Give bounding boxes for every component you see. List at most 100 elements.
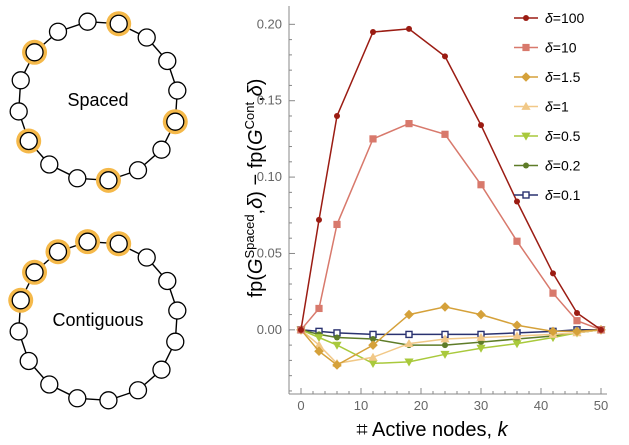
legend-item-0.5: δ=0.5: [514, 128, 581, 144]
legend-marker: [522, 43, 530, 52]
ring-node: [152, 140, 171, 159]
data-point: [476, 344, 486, 353]
legend-label: δ=1.5: [545, 69, 581, 85]
data-point: [476, 332, 486, 341]
data-point: [512, 320, 522, 331]
x-tick-label: 40: [534, 398, 548, 413]
ring-node: [9, 102, 28, 121]
data-point: [368, 352, 378, 361]
data-point: [512, 331, 522, 340]
active-node: [25, 43, 44, 62]
data-point: [404, 309, 414, 320]
legend-marker: [521, 101, 531, 110]
x-tick-label: 50: [594, 398, 608, 413]
legend-marker: [521, 132, 531, 141]
chart-axes: 0 10 20 30 40 50 0.00 0.05 0.10 0.15 0.20: [257, 6, 608, 413]
legend-marker: [521, 72, 531, 82]
active-node: [25, 263, 44, 282]
series-delta-10: [297, 120, 605, 334]
data-point: [314, 340, 324, 349]
legend-item-10: δ=10: [514, 40, 577, 56]
data-point: [332, 360, 342, 370]
legend-label: δ=1: [545, 99, 569, 115]
series-line: [300, 122, 602, 331]
ring-node: [128, 161, 148, 180]
ring-node: [137, 28, 156, 47]
legend-item-1.5: δ=1.5: [514, 69, 581, 85]
ring-node: [19, 351, 38, 371]
data-point: [332, 341, 342, 350]
active-node: [109, 14, 128, 33]
data-point: [512, 340, 522, 349]
ring-node: [9, 322, 28, 341]
data-point: [548, 326, 558, 337]
legend-label: δ=10: [545, 40, 577, 56]
series-delta-100: [298, 25, 604, 333]
data-point: [442, 53, 448, 60]
legend-label: δ=100: [545, 10, 585, 26]
data-point: [404, 358, 414, 367]
data-point: [314, 346, 324, 357]
data-point: [298, 326, 304, 333]
ring-node: [40, 375, 59, 394]
data-point: [440, 334, 450, 343]
ring-node: [166, 332, 185, 351]
data-point: [477, 181, 485, 189]
y-axis-label: fp(GSpaced,δ) − fp(GCont,δ): [242, 79, 267, 298]
active-node: [109, 234, 128, 253]
data-point: [550, 270, 556, 277]
legend-item-0.2: δ=0.2: [514, 158, 581, 174]
data-point: [333, 220, 341, 229]
legend-label: δ=0.2: [545, 158, 581, 174]
x-tick-label: 30: [474, 398, 488, 413]
y-tick-label: 0.10: [257, 169, 282, 184]
data-point: [573, 317, 581, 325]
legend-item-0.1: δ=0.1: [514, 187, 581, 203]
spaced-label: Spaced: [67, 90, 128, 110]
x-axis-label-var: k: [498, 419, 509, 441]
legend-item-100: δ=100: [514, 10, 585, 26]
active-node: [19, 131, 38, 151]
data-point: [549, 289, 557, 297]
ring-node: [68, 389, 87, 408]
data-point: [478, 122, 484, 129]
ring-node: [158, 51, 177, 71]
data-point: [442, 342, 448, 349]
data-point: [514, 198, 520, 205]
data-point: [572, 326, 582, 337]
legend: δ=100 δ=10 δ=1.5 δ=1 δ=0.5 δ=0.2 δ=0.1: [514, 10, 585, 203]
legend-label: δ=0.1: [545, 187, 581, 203]
ring-node: [40, 155, 59, 174]
active-node: [48, 242, 68, 261]
contiguous-ring-diagram: [8, 229, 187, 410]
active-node: [11, 291, 30, 310]
data-point: [314, 334, 324, 343]
data-point: [440, 302, 450, 312]
data-point: [406, 25, 412, 32]
ring-node: [137, 248, 156, 267]
y-tick-label: 0.20: [257, 16, 282, 31]
spaced-ring-diagram: [9, 11, 188, 193]
ring-node: [158, 271, 177, 291]
legend-marker: [522, 191, 530, 199]
data-point: [315, 304, 323, 313]
x-tick-label: 0: [297, 398, 304, 413]
data-point: [574, 310, 580, 317]
active-node: [166, 112, 185, 131]
legend-item-1: δ=1: [514, 99, 569, 115]
ring-node: [168, 301, 187, 320]
ring-node: [128, 381, 148, 400]
data-point: [513, 237, 521, 245]
data-point: [368, 340, 378, 350]
data-point: [334, 334, 340, 341]
y-tick-label: 0.05: [257, 245, 282, 260]
data-point: [598, 326, 604, 333]
ring-node: [48, 22, 68, 41]
contiguous-label: Contiguous: [52, 310, 143, 330]
data-point: [334, 112, 340, 119]
x-tick-label: 10: [354, 398, 368, 413]
data-point: [404, 338, 414, 347]
data-point: [369, 135, 377, 143]
ring-node: [152, 360, 171, 379]
